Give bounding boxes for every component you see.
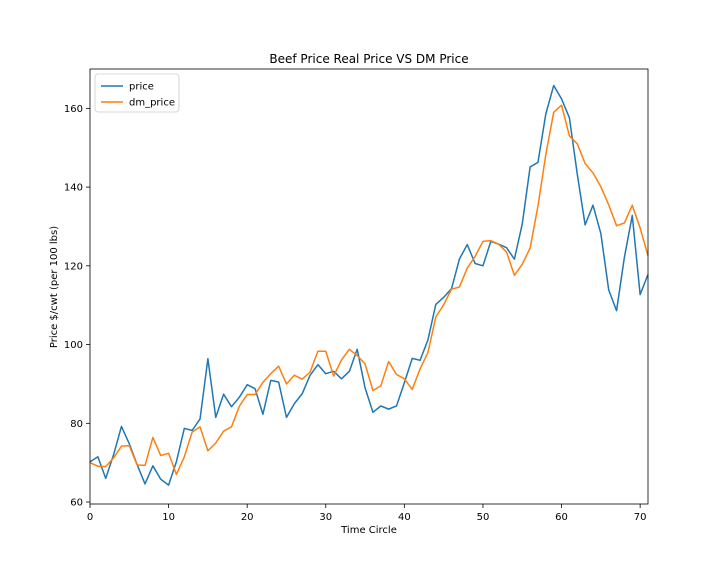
x-tick-label: 10 xyxy=(162,512,175,523)
x-tick-label: 30 xyxy=(319,512,332,523)
x-axis-label: Time Circle xyxy=(340,525,397,536)
legend-label-price: price xyxy=(129,82,154,93)
y-tick-label: 140 xyxy=(64,183,83,194)
plot-frame xyxy=(89,68,649,505)
legend-label-dm-price: dm_price xyxy=(129,98,175,109)
y-axis: 60 80 100 120 140 160 xyxy=(64,104,90,509)
y-tick-label: 100 xyxy=(64,340,83,351)
series-line-price xyxy=(89,84,649,486)
x-tick-label: 20 xyxy=(241,512,254,523)
x-tick-label: 60 xyxy=(555,512,568,523)
y-tick-label: 160 xyxy=(64,104,83,115)
series-line-dm-price xyxy=(89,104,649,476)
x-tick-label: 40 xyxy=(398,512,411,523)
y-tick-label: 120 xyxy=(64,261,83,272)
x-axis: 0 10 20 30 40 50 60 70 xyxy=(87,504,647,523)
chart-title: Beef Price Real Price VS DM Price xyxy=(269,52,468,66)
x-tick-label: 50 xyxy=(477,512,490,523)
y-tick-label: 80 xyxy=(70,419,83,430)
y-tick-label: 60 xyxy=(70,498,83,509)
plot-area xyxy=(89,84,649,486)
legend: price dm_price xyxy=(94,73,180,113)
y-axis-label: Price $/cwt (per 100 lbs) xyxy=(49,226,60,348)
x-tick-label: 70 xyxy=(634,512,647,523)
x-tick-label: 0 xyxy=(87,512,93,523)
